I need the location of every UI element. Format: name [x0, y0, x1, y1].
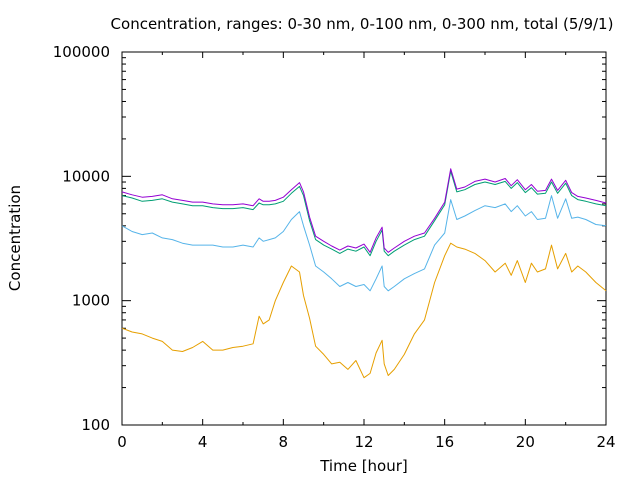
x-tick-label: 0: [117, 433, 127, 451]
series-layer: [121, 168, 607, 379]
x-tick-label: 8: [279, 433, 289, 451]
chart-title: Concentration, ranges: 0-30 nm, 0-100 nm…: [111, 15, 614, 33]
x-tick-label: 16: [435, 433, 454, 451]
x-tick-label: 20: [516, 433, 535, 451]
series-line-3: [121, 170, 607, 257]
y-tick-label: 10000: [62, 167, 110, 185]
y-tick-label: 100: [81, 416, 110, 434]
x-tick-label: 12: [354, 433, 373, 451]
x-tick-label: 4: [198, 433, 208, 451]
y-axis: 100 1000 10000 100000: [53, 43, 606, 434]
plot-frame: [121, 51, 607, 426]
y-tick-label: 100000: [53, 43, 110, 61]
series-line-1: [121, 242, 607, 379]
x-axis-label: Time [hour]: [319, 457, 408, 475]
y-tick-label: 1000: [72, 292, 110, 310]
series-line-2: [121, 195, 607, 292]
x-axis: 0 4 8 12 16 20 24: [117, 52, 616, 451]
x-tick-label: 24: [596, 433, 615, 451]
series-line-4: [121, 168, 607, 253]
y-axis-label: Concentration: [6, 185, 24, 291]
